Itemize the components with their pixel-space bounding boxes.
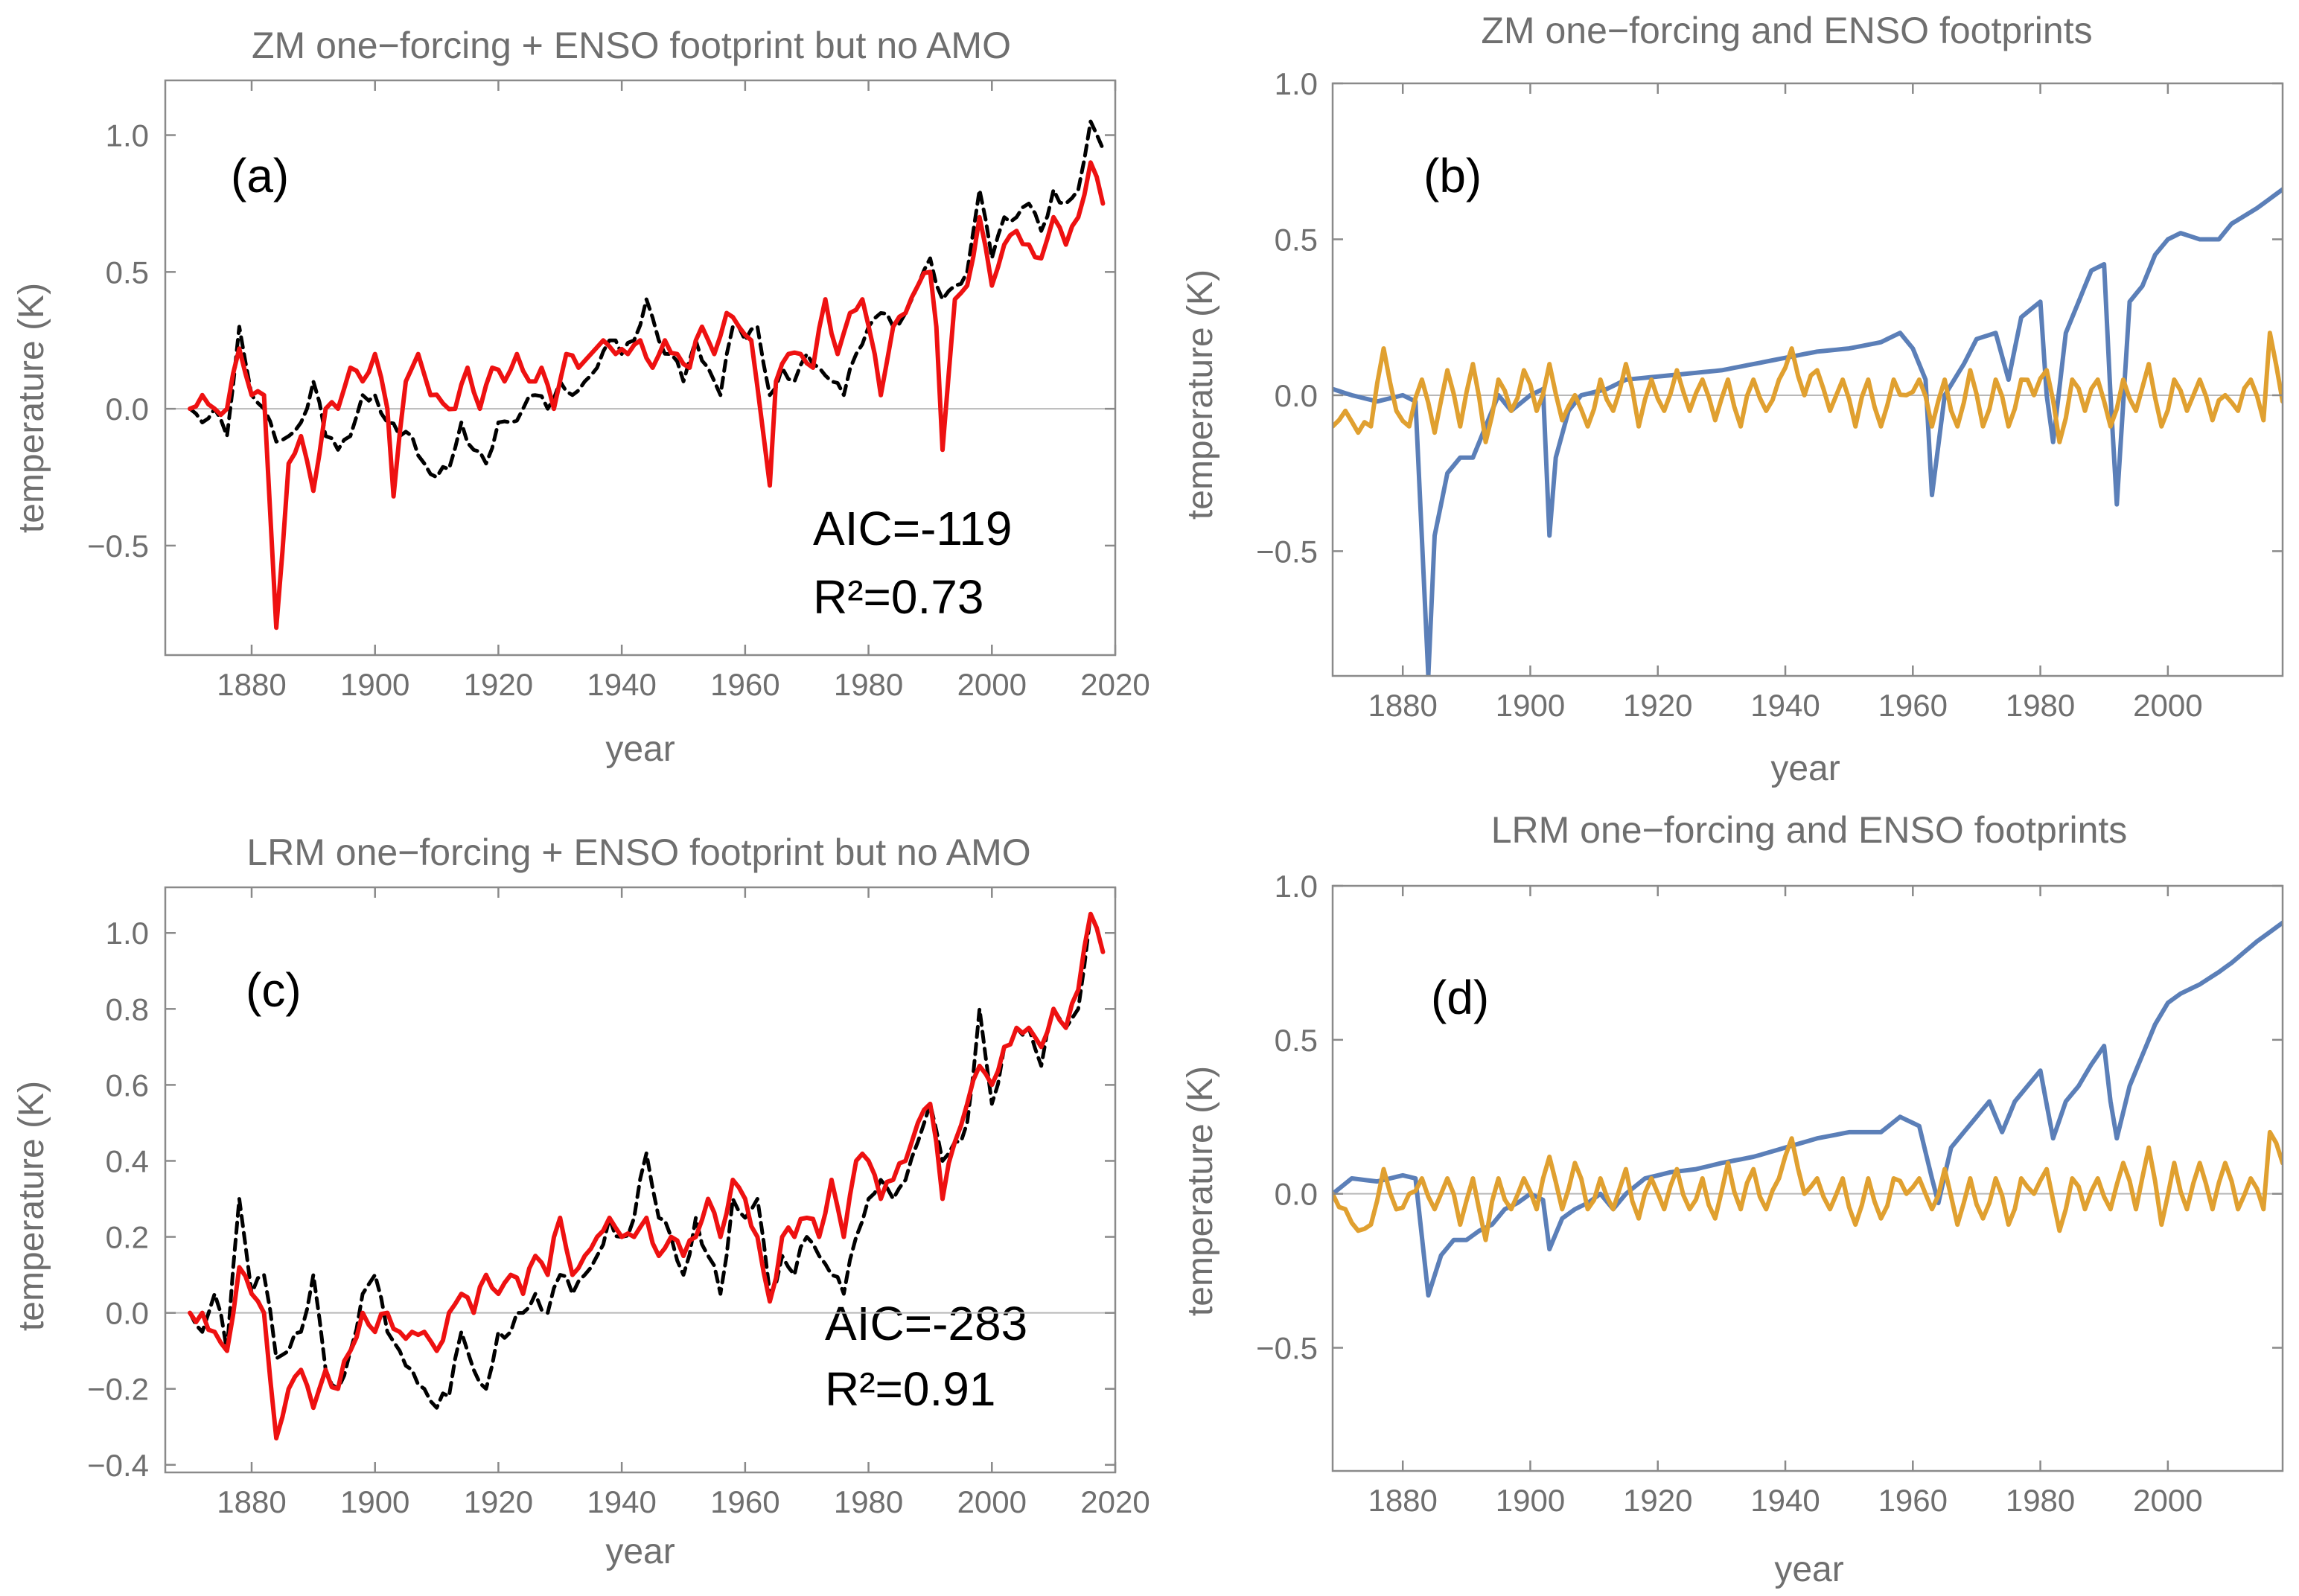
panel-d-ytick-label: 1.0 <box>1275 869 1318 904</box>
panel-c-series-model <box>188 911 1106 1441</box>
panel-c-title: LRM one−forcing + ENSO footprint but no … <box>246 831 1030 873</box>
panel-a-ytick-label: −0.5 <box>87 529 149 564</box>
panel-b-series-one-forcing-footprint <box>1333 187 2283 676</box>
panel-c-aic: AIC=-283 <box>825 1297 1027 1350</box>
panel-b-xtick-label: 1960 <box>1878 688 1948 723</box>
panel-c-xtick-label: 1880 <box>217 1484 286 1519</box>
panel-a-ytick-label: 1.0 <box>106 118 149 153</box>
panel-c-ytick-label: 0.2 <box>106 1220 149 1255</box>
panel-c-xtick-label: 1980 <box>834 1484 903 1519</box>
panel-d-xtick-label: 1920 <box>1623 1483 1692 1518</box>
panel-a: ZM one−forcing + ENSO footprint but no A… <box>12 25 1150 769</box>
panel-a-xlabel: year <box>605 730 675 769</box>
panel-a-r2: R²=0.73 <box>813 570 983 624</box>
panel-d-xtick-label: 1900 <box>1496 1483 1565 1518</box>
panel-b-xtick-label: 1940 <box>1750 688 1820 723</box>
panel-a-series-observed <box>188 119 1105 479</box>
panel-a-xtick-label: 1940 <box>587 667 656 702</box>
panel-a-xtick-label: 1920 <box>464 667 533 702</box>
panel-a-xtick-label: 1880 <box>217 667 286 702</box>
panel-b-label: (b) <box>1423 149 1482 202</box>
panel-c-ytick-label: −0.2 <box>87 1372 149 1407</box>
panel-c-ytick-label: 0.4 <box>106 1143 149 1178</box>
panel-a-ytick-label: 0.5 <box>106 255 149 290</box>
panel-d: LRM one−forcing and ENSO footprints year… <box>1181 809 2284 1589</box>
panel-c-xtick-label: 1940 <box>587 1484 656 1519</box>
panel-c-xlabel: year <box>605 1532 675 1571</box>
panel-a-xtick-label: 1980 <box>834 667 903 702</box>
panel-b-title: ZM one−forcing and ENSO footprints <box>1481 10 2092 51</box>
panel-a-xtick-label: 1960 <box>710 667 779 702</box>
panel-c-ytick-label: −0.4 <box>87 1448 149 1483</box>
panel-d-xtick-label: 2000 <box>2133 1483 2202 1518</box>
panel-b-ylabel: temperature (K) <box>1181 269 1220 520</box>
panel-b-ytick-label: 1.0 <box>1275 66 1318 101</box>
panel-c-ytick-label: 0.6 <box>106 1067 149 1102</box>
panel-b-xtick-label: 2000 <box>2133 688 2202 723</box>
panel-a-title: ZM one−forcing + ENSO footprint but no A… <box>252 25 1011 66</box>
panel-a-ytick-label: 0.0 <box>106 392 149 427</box>
panel-a-frame <box>164 79 1117 657</box>
panel-c-frame <box>164 886 1117 1474</box>
panel-a-xtick-label: 1900 <box>340 667 409 702</box>
panel-d-ytick-label: 0.0 <box>1275 1177 1318 1212</box>
panel-c-xtick-label: 1900 <box>340 1484 409 1519</box>
panel-c-xtick-label: 2000 <box>957 1484 1027 1519</box>
panel-d-series-enso-footprint <box>1333 1129 2283 1242</box>
panel-c-ylabel: temperature (K) <box>12 1081 51 1331</box>
panel-b-ytick-label: −0.5 <box>1256 534 1318 569</box>
panel-c-r2: R²=0.91 <box>825 1362 995 1416</box>
panel-b-ytick-label: 0.5 <box>1275 222 1318 257</box>
panel-d-series-one-forcing-footprint <box>1333 920 2283 1298</box>
panel-d-title: LRM one−forcing and ENSO footprints <box>1491 809 2128 851</box>
panel-b-xlabel: year <box>1770 749 1840 788</box>
panel-c-ytick-label: 0.0 <box>106 1296 149 1331</box>
panel-b-xtick-label: 1980 <box>2006 688 2075 723</box>
panel-c: LRM one−forcing + ENSO footprint but no … <box>12 831 1150 1571</box>
panel-b: ZM one−forcing and ENSO footprints year … <box>1181 10 2284 788</box>
panel-d-xlabel: year <box>1774 1550 1843 1589</box>
panel-a-label: (a) <box>231 149 289 202</box>
panel-a-xtick-label: 2020 <box>1080 667 1150 702</box>
panel-d-xtick-label: 1960 <box>1878 1483 1948 1518</box>
panel-a-ylabel: temperature (K) <box>12 283 51 533</box>
panel-c-xtick-label: 2020 <box>1080 1484 1150 1519</box>
panel-c-xtick-label: 1920 <box>464 1484 533 1519</box>
panel-c-label: (c) <box>246 963 302 1017</box>
panel-a-xtick-label: 2000 <box>957 667 1027 702</box>
panel-b-xtick-label: 1920 <box>1623 688 1692 723</box>
panel-b-xtick-label: 1880 <box>1368 688 1437 723</box>
panel-d-ytick-label: 0.5 <box>1275 1023 1318 1058</box>
panel-a-aic: AIC=-119 <box>813 502 1012 555</box>
panel-d-xtick-label: 1880 <box>1368 1483 1437 1518</box>
panel-b-frame <box>1331 82 2284 677</box>
panel-a-series-model <box>188 160 1106 631</box>
panel-c-ytick-label: 1.0 <box>106 916 149 951</box>
panel-b-series-enso-footprint <box>1333 331 2283 444</box>
panel-c-xtick-label: 1960 <box>710 1484 779 1519</box>
panel-b-ytick-label: 0.0 <box>1275 378 1318 413</box>
panel-d-xtick-label: 1940 <box>1750 1483 1820 1518</box>
panel-d-xtick-label: 1980 <box>2006 1483 2075 1518</box>
panel-c-ytick-label: 0.8 <box>106 992 149 1027</box>
panel-b-xtick-label: 1900 <box>1496 688 1565 723</box>
panel-d-ytick-label: −0.5 <box>1256 1331 1318 1366</box>
panel-d-frame <box>1331 884 2284 1472</box>
panel-d-label: (d) <box>1431 971 1489 1024</box>
panel-d-ylabel: temperature (K) <box>1181 1066 1220 1316</box>
